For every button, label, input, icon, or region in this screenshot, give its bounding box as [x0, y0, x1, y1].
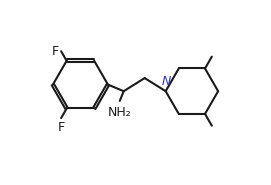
Text: F: F — [57, 121, 65, 134]
Text: N: N — [162, 75, 171, 88]
Text: F: F — [52, 45, 59, 58]
Text: NH₂: NH₂ — [108, 106, 132, 119]
